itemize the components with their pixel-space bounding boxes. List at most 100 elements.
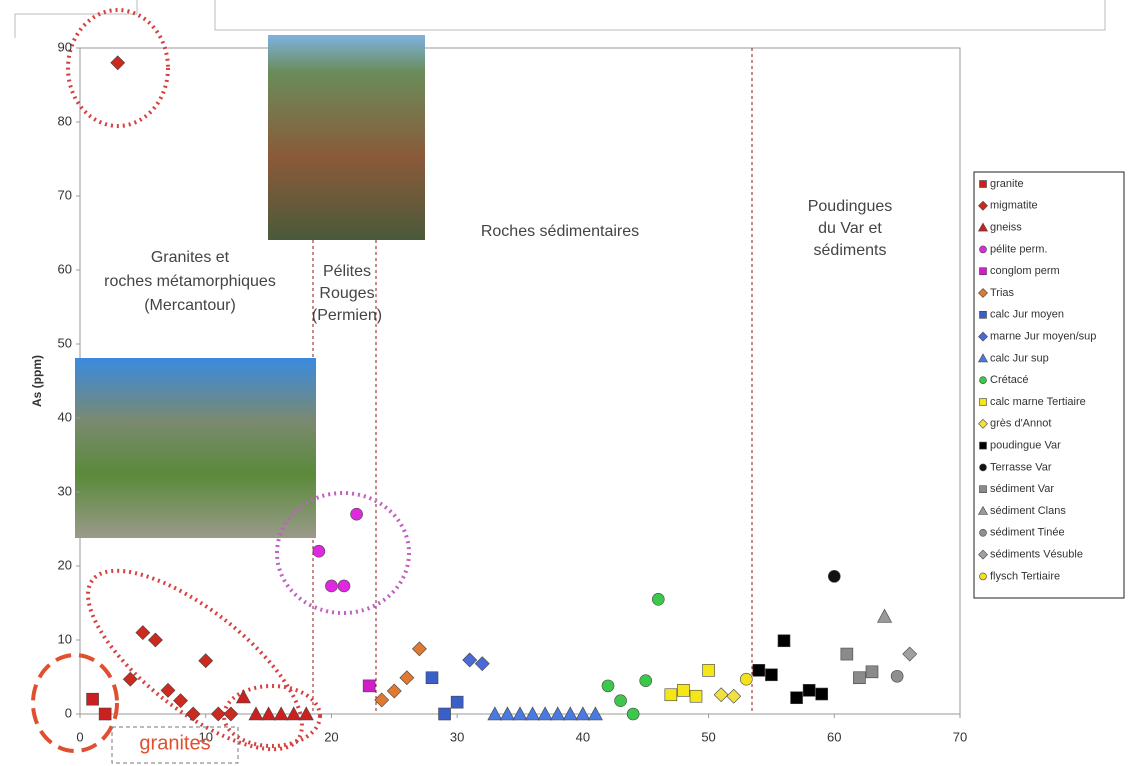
point — [286, 706, 302, 721]
point — [550, 706, 566, 721]
annotation: (Mercantour) — [144, 297, 236, 314]
photo-gorge — [268, 35, 425, 240]
point — [802, 684, 816, 697]
legend-marker — [979, 180, 987, 188]
legend-marker — [978, 288, 988, 298]
point — [827, 570, 841, 583]
annotation: roches métamorphiques — [104, 273, 276, 290]
point — [474, 656, 490, 672]
point — [350, 507, 363, 521]
annotation: Pélites — [323, 263, 371, 280]
x-tick-label: 30 — [450, 729, 464, 744]
point — [148, 632, 163, 648]
point — [537, 706, 553, 721]
point — [601, 679, 615, 693]
legend-label: Crétacé — [990, 374, 1029, 386]
annotation: Rouges — [319, 285, 374, 302]
point — [815, 687, 829, 701]
legend-label: calc marne Tertiaire — [990, 396, 1086, 408]
legend-label: granite — [990, 178, 1024, 190]
y-tick-label: 30 — [58, 483, 72, 498]
point — [462, 652, 478, 668]
point — [587, 706, 603, 721]
point — [298, 706, 314, 721]
point — [110, 55, 126, 71]
point — [337, 579, 351, 593]
legend-marker — [979, 245, 987, 254]
point — [438, 707, 451, 721]
legend-marker — [977, 505, 989, 515]
annotation: Poudingues — [808, 198, 893, 215]
x-tick-label: 0 — [76, 729, 83, 744]
annotation: sédiments — [814, 242, 887, 259]
point — [412, 641, 427, 657]
annotation: Granites et — [151, 249, 230, 266]
point — [386, 683, 402, 699]
point — [374, 692, 390, 708]
legend-label: sédiment Tinée — [990, 527, 1065, 539]
highlight — [275, 491, 411, 615]
point — [790, 691, 803, 705]
legend-label: sédiments Vésuble — [990, 549, 1083, 561]
point — [689, 689, 703, 703]
annotation: (Permien) — [312, 307, 382, 324]
legend-label: Trias — [990, 287, 1015, 299]
point — [185, 706, 201, 722]
point — [765, 668, 778, 682]
legend-marker — [979, 267, 987, 276]
legend-marker — [978, 549, 988, 560]
annotation: du Var et — [818, 220, 882, 237]
y-tick-label: 60 — [58, 261, 72, 276]
point — [562, 706, 578, 721]
point — [98, 707, 112, 721]
point — [312, 544, 326, 558]
point — [210, 706, 226, 722]
y-tick-label: 80 — [58, 113, 72, 128]
legend-label: pélite perm. — [990, 243, 1047, 255]
y-tick-label: 10 — [58, 631, 72, 646]
point — [777, 634, 791, 648]
point — [664, 688, 678, 702]
x-tick-label: 50 — [701, 729, 715, 744]
annotation: granites — [139, 732, 210, 754]
legend-marker — [979, 485, 987, 494]
x-tick-label: 10 — [198, 729, 212, 744]
point — [173, 693, 188, 709]
point — [425, 671, 439, 685]
point — [902, 646, 918, 662]
point — [840, 647, 854, 661]
point — [877, 608, 893, 623]
legend-marker — [979, 463, 987, 472]
point — [198, 653, 214, 669]
legend-label: conglom perm — [990, 265, 1060, 277]
point — [160, 682, 176, 698]
point — [450, 695, 464, 709]
point — [235, 689, 251, 704]
legend-marker — [977, 353, 989, 363]
point — [865, 665, 879, 679]
legend-marker — [979, 376, 987, 385]
legend-marker — [979, 310, 987, 319]
legend — [973, 171, 1125, 599]
legend-label: gneiss — [990, 222, 1022, 234]
point — [651, 592, 665, 606]
y-axis-label: As (ppm) — [30, 355, 44, 407]
point — [626, 707, 640, 721]
point — [399, 670, 415, 686]
y-tick-label: 50 — [58, 335, 72, 350]
legend-marker — [979, 441, 987, 450]
legend-marker — [978, 331, 988, 342]
point — [135, 625, 151, 641]
annotation: Roches sédimentaires — [481, 223, 639, 240]
y-tick-label: 90 — [58, 39, 72, 54]
legend-marker — [979, 528, 987, 537]
point — [248, 706, 264, 721]
highlight — [222, 684, 322, 748]
point — [512, 706, 528, 721]
highlight — [31, 653, 119, 753]
point — [86, 692, 99, 706]
frame-decoration — [14, 0, 1106, 38]
point — [325, 579, 338, 593]
x-tick-label: 40 — [576, 729, 590, 744]
